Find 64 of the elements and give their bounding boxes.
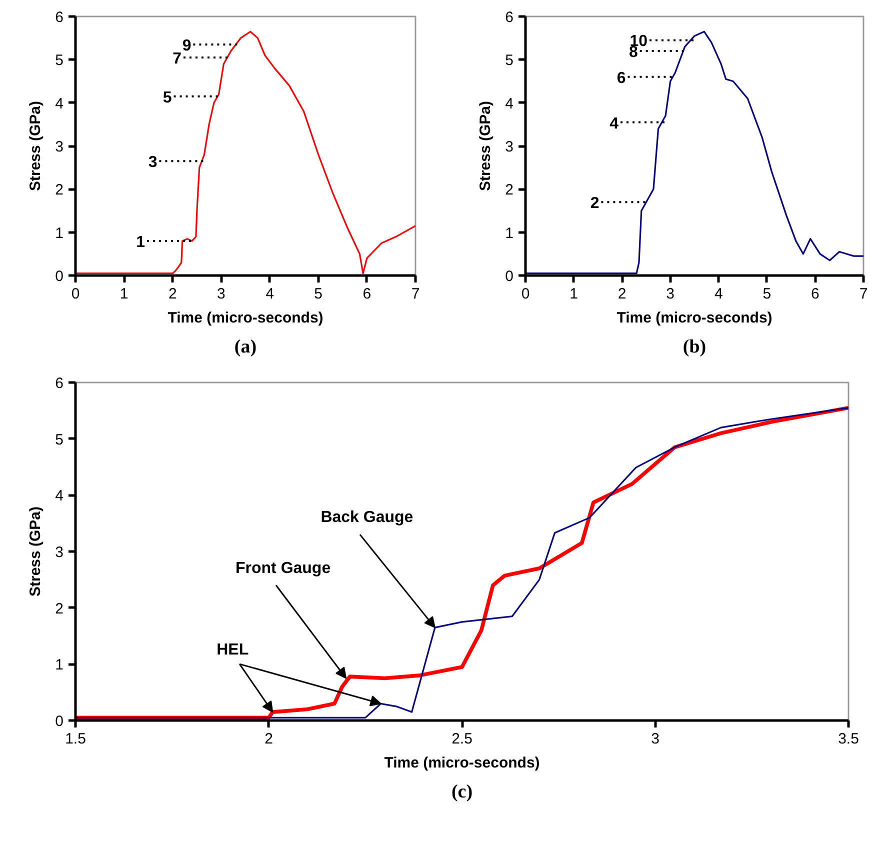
x-tick-label: 3 <box>217 286 226 302</box>
y-tick-label: 5 <box>505 52 514 70</box>
x-tick-label: 0 <box>71 286 80 302</box>
y-tick-label: 4 <box>505 95 514 112</box>
annotation: Front Gauge <box>235 560 331 577</box>
annotation: HEL <box>216 642 249 659</box>
x-tick-label: 2 <box>618 286 626 302</box>
x-tick-label: 3 <box>666 286 675 302</box>
x-tick-label: 4 <box>266 286 274 302</box>
annotation: 2 <box>590 195 600 212</box>
y-tick-label: 1 <box>505 224 514 242</box>
x-axis-title: Time (micro-seconds) <box>384 754 540 772</box>
x-tick-label: 2 <box>264 730 273 748</box>
annotation: 5 <box>162 89 172 106</box>
y-tick-label: 3 <box>55 138 64 156</box>
y-tick-label: 5 <box>55 431 64 448</box>
text: (c) <box>451 782 473 802</box>
text: (b) <box>682 336 706 358</box>
y-tick-label: 2 <box>55 600 64 618</box>
x-tick-label: 3.5 <box>838 730 859 748</box>
y-tick-label: 6 <box>505 9 514 26</box>
x-tick-label: 7 <box>411 286 420 302</box>
x-tick-label: 1 <box>120 286 128 302</box>
y-tick-label: 1 <box>55 224 64 242</box>
x-tick-label: 3 <box>651 730 660 748</box>
annotation: 7 <box>172 50 182 68</box>
annotation: Back Gauge <box>320 509 414 526</box>
x-tick-label: 2.5 <box>452 730 472 748</box>
x-tick-label: 6 <box>362 286 372 302</box>
y-tick-label: 4 <box>55 488 64 505</box>
y-tick-label: 4 <box>55 95 64 112</box>
y-tick-label: 2 <box>505 182 514 199</box>
x-tick-label: 4 <box>714 286 723 302</box>
x-tick-label: 6 <box>811 286 820 302</box>
x-tick-label: 2 <box>168 286 177 302</box>
line-series <box>76 30 416 274</box>
y-tick-label: 0 <box>505 268 514 285</box>
y-tick-label: 6 <box>55 9 64 26</box>
y-axis-title: Stress (GPa) <box>27 100 44 192</box>
annotation: 3 <box>148 154 158 172</box>
annotation: 9 <box>182 38 192 55</box>
x-tick-label: 5 <box>314 286 323 302</box>
text: (a) <box>234 336 257 358</box>
y-axis-title: Stress (GPa) <box>27 506 44 597</box>
x-tick-label: 1.5 <box>65 730 86 748</box>
y-tick-label: 0 <box>55 713 64 730</box>
y-tick-label: 0 <box>55 268 64 285</box>
x-tick-label: 7 <box>859 286 868 302</box>
y-tick-label: 2 <box>55 182 64 199</box>
y-tick-label: 3 <box>55 544 64 561</box>
x-tick-label: 5 <box>762 286 772 302</box>
annotation: 6 <box>616 70 626 87</box>
y-tick-label: 5 <box>55 52 64 70</box>
y-tick-label: 3 <box>505 138 514 156</box>
x-axis-title: Time (micro-seconds) <box>616 310 772 326</box>
line-series <box>526 30 864 274</box>
x-axis-title: Time (micro-seconds) <box>168 310 324 326</box>
annotation: 1 <box>136 234 146 251</box>
y-tick-label: 1 <box>55 656 64 674</box>
x-tick-label: 1 <box>570 286 578 302</box>
y-axis-title: Stress (GPa) <box>477 100 494 192</box>
x-tick-label: 0 <box>521 286 530 302</box>
y-tick-label: 6 <box>55 375 64 392</box>
annotation: 4 <box>610 115 619 132</box>
